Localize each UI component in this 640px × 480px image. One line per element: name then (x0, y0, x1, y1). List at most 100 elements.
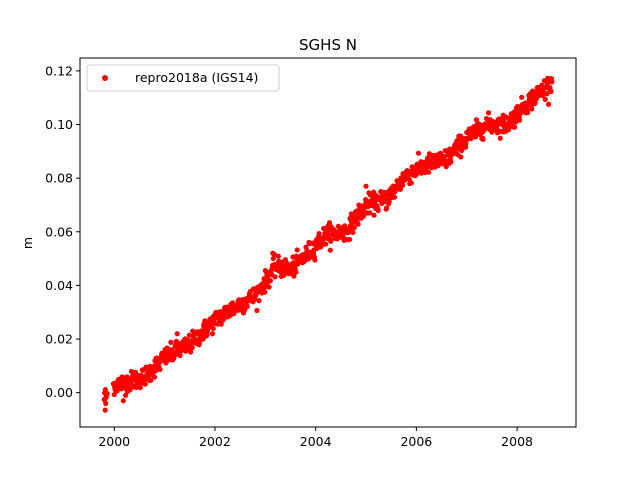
data-point (386, 199, 392, 205)
data-point (104, 391, 110, 397)
data-point (114, 388, 120, 394)
data-point (148, 377, 154, 384)
data-point (312, 257, 318, 263)
y-tick-label: 0.12 (45, 63, 73, 78)
data-point (436, 151, 442, 157)
data-point (102, 407, 108, 413)
data-point (519, 94, 525, 100)
data-point (128, 368, 135, 375)
data-point (200, 336, 206, 342)
data-point (532, 100, 538, 106)
data-points (101, 75, 555, 413)
y-tick-label: 0.04 (45, 278, 73, 293)
data-point (549, 79, 555, 85)
legend: repro2018a (IGS14) (86, 64, 280, 92)
data-point (544, 91, 550, 97)
data-point (328, 238, 334, 244)
chart-title: SGHS N (299, 36, 357, 54)
data-point (545, 101, 552, 107)
data-point (480, 136, 486, 142)
data-point (188, 349, 194, 355)
data-point (323, 241, 329, 247)
data-point (397, 186, 404, 192)
data-point (291, 273, 297, 279)
data-point (254, 307, 260, 314)
data-point (270, 250, 276, 256)
x-tick-label: 2008 (501, 434, 533, 449)
y-tick-label: 0.06 (45, 224, 73, 239)
y-tick-label: 0.08 (45, 171, 73, 186)
legend-label: repro2018a (IGS14) (135, 70, 258, 85)
legend-box (86, 64, 280, 92)
data-point (275, 253, 281, 259)
data-point (157, 366, 163, 372)
data-point (391, 194, 398, 200)
data-point (459, 147, 465, 154)
data-point (383, 205, 390, 211)
data-point (293, 269, 299, 275)
data-point (103, 400, 109, 406)
x-axis: 2000 2002 2004 2006 2008 (98, 427, 533, 449)
data-point (168, 339, 174, 345)
x-tick-label: 2006 (400, 434, 432, 449)
data-point (360, 213, 367, 219)
data-point (351, 224, 357, 231)
data-point (133, 384, 139, 391)
y-axis: 0.00 0.02 0.04 0.06 0.08 0.10 0.12 (45, 63, 80, 400)
data-point (272, 274, 278, 280)
data-point (458, 154, 464, 160)
data-point (120, 398, 126, 404)
data-point (266, 284, 272, 290)
y-tick-label: 0.10 (45, 117, 73, 132)
data-point (294, 247, 300, 253)
data-point (218, 321, 224, 327)
data-point (347, 236, 353, 243)
data-point (137, 385, 143, 391)
data-point (448, 159, 454, 165)
data-point (209, 331, 216, 337)
data-point (231, 311, 237, 317)
y-tick-label: 0.00 (45, 385, 73, 400)
data-point (326, 220, 333, 226)
data-point (350, 229, 356, 236)
data-point (399, 182, 406, 189)
data-point (355, 221, 361, 227)
data-point (111, 391, 117, 398)
data-point (244, 303, 250, 310)
data-point (472, 134, 479, 140)
data-point (511, 124, 518, 130)
data-point (473, 117, 479, 123)
data-point (371, 212, 377, 218)
data-point (151, 374, 158, 380)
data-point (325, 231, 331, 237)
x-tick-label: 2002 (199, 434, 231, 449)
data-point (408, 180, 414, 186)
data-point (363, 183, 369, 189)
x-tick-label: 2004 (300, 434, 332, 449)
data-point (425, 169, 432, 175)
data-point (174, 331, 180, 337)
data-point (517, 117, 523, 123)
data-point (173, 338, 179, 344)
data-point (542, 96, 548, 102)
data-point (529, 106, 535, 112)
legend-marker (102, 75, 108, 81)
plot-frame (79, 57, 577, 428)
data-point (142, 381, 148, 387)
data-point (386, 188, 392, 195)
data-point (186, 332, 192, 338)
data-point (497, 135, 503, 141)
data-point (127, 387, 133, 393)
data-point (267, 277, 273, 284)
data-point (210, 325, 216, 332)
data-point (375, 207, 381, 214)
data-point (122, 392, 129, 398)
data-point (189, 345, 195, 351)
data-point (415, 150, 422, 156)
data-point (367, 210, 373, 216)
y-tick-label: 0.02 (45, 332, 73, 347)
data-point (316, 230, 322, 237)
x-tick-label: 2000 (98, 434, 130, 449)
data-point (262, 289, 268, 295)
